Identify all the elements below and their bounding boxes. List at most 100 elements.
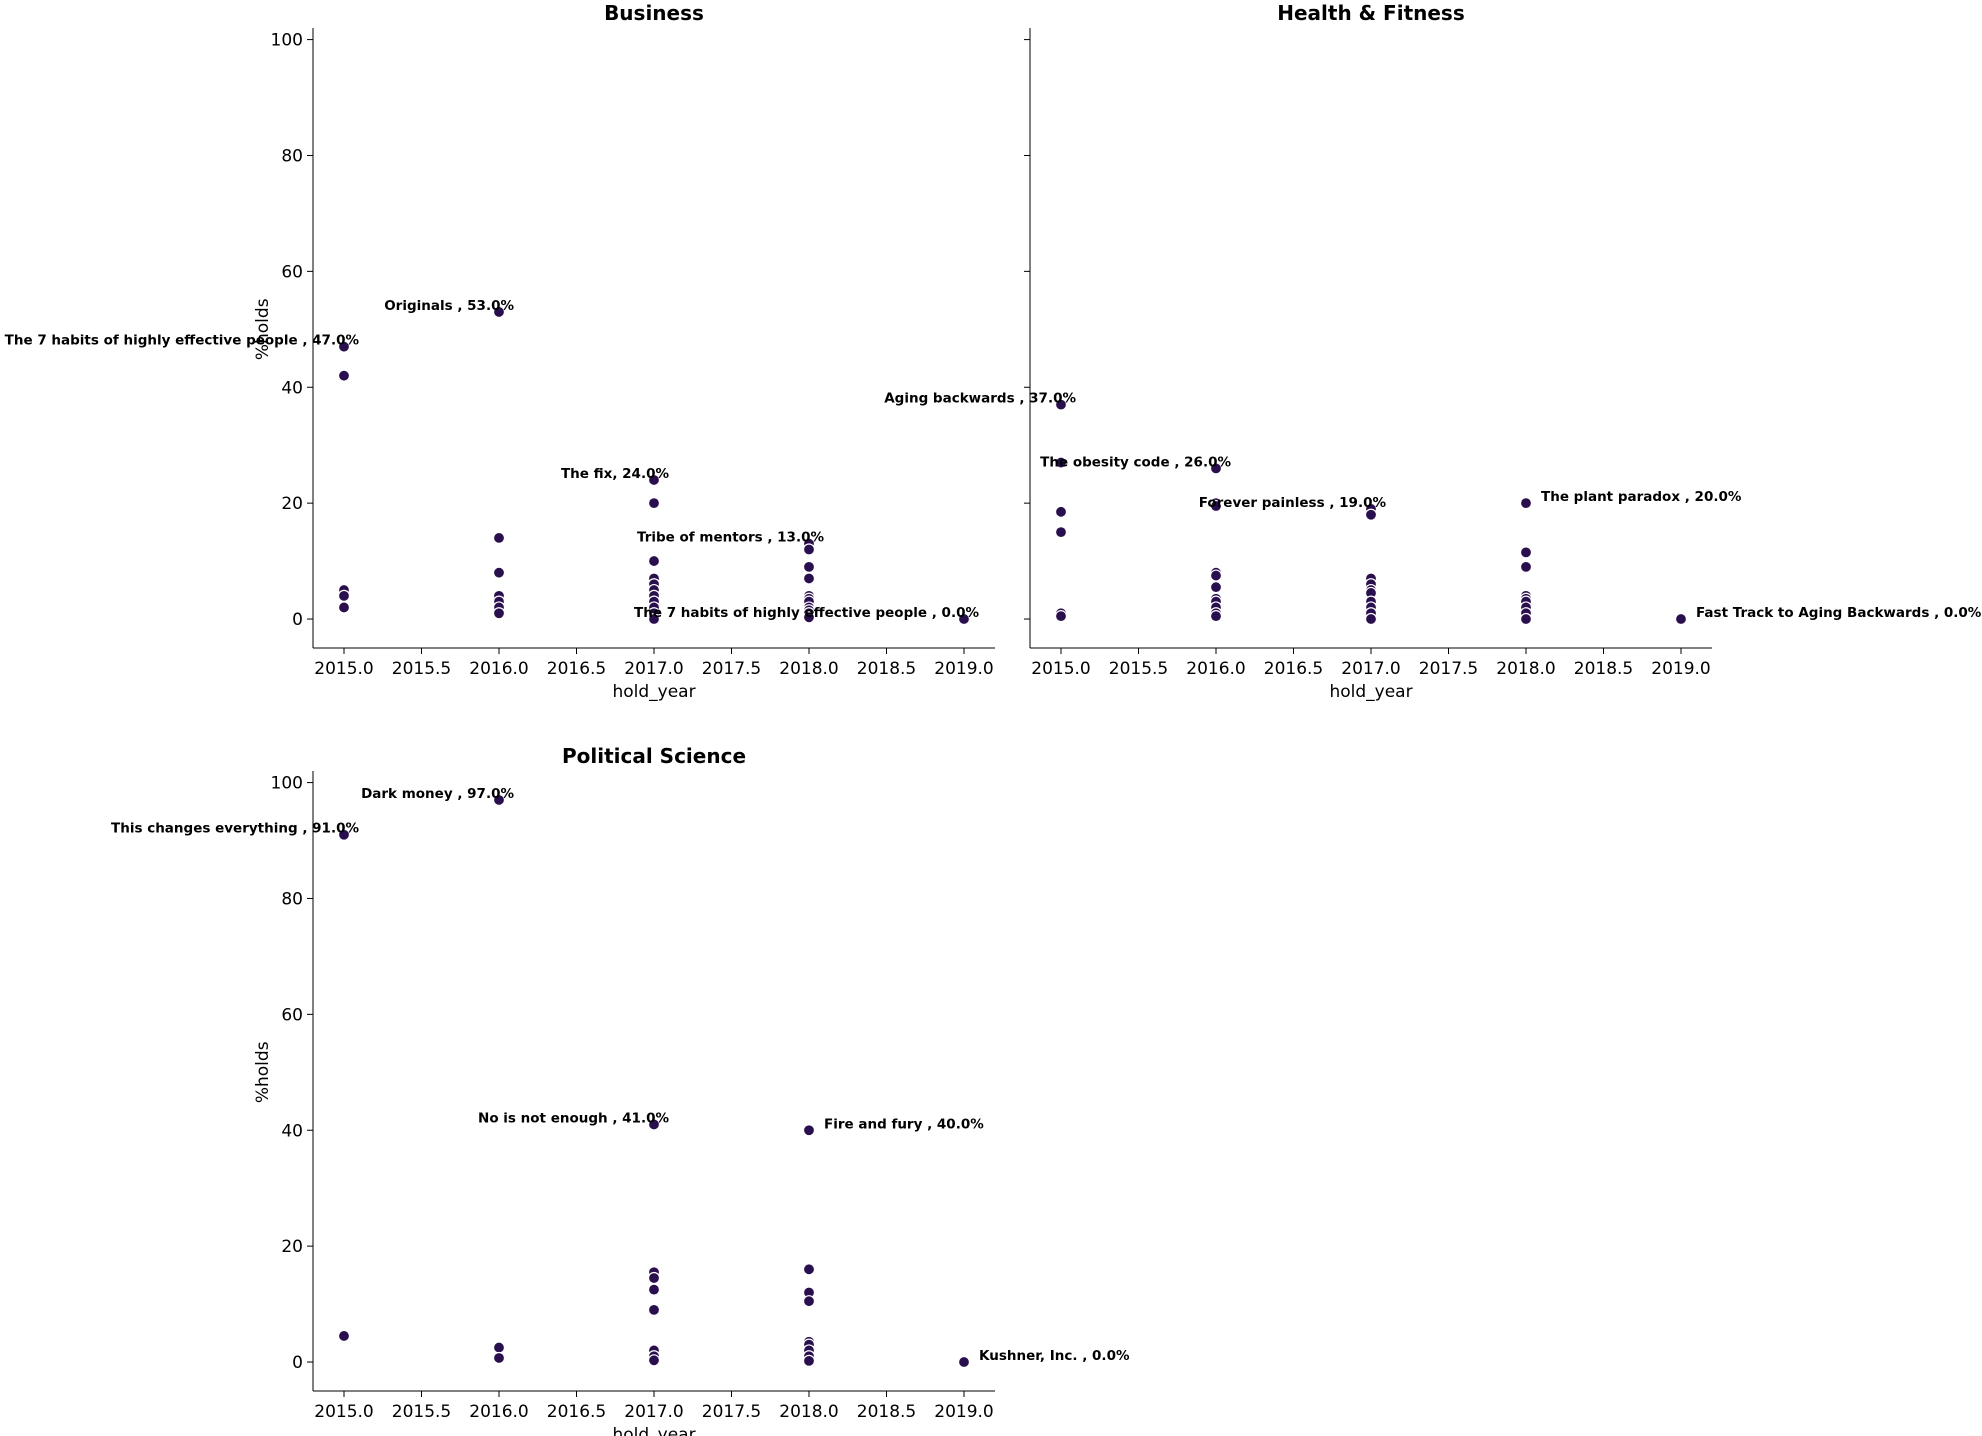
point-annotation: The 7 habits of highly effective people … <box>5 333 360 349</box>
point-annotation: This changes everything , 91.0% <box>111 821 359 837</box>
panel-business: Business 2015.0 2015.5 2016.0 2016.5 2017.0 20… <box>5 1 995 702</box>
scatter-point <box>492 1351 506 1365</box>
panel-political-science: Political Science 2015.0 2015.5 2016.0 2016.… <box>111 744 1130 1436</box>
scatter-point <box>1519 546 1533 559</box>
y-tick-label: 20 <box>281 1237 303 1257</box>
scatter-point <box>337 369 351 382</box>
scatter-point <box>802 560 816 573</box>
scatter-point <box>492 793 506 807</box>
scatter-point <box>1054 610 1068 623</box>
panel-title: Political Science <box>562 744 746 768</box>
scatter-point <box>1364 508 1378 521</box>
scatter-point <box>1209 462 1223 475</box>
y-tick-label: 100 <box>271 774 303 794</box>
scatter-point <box>1054 456 1068 469</box>
scatter-point <box>802 611 816 624</box>
x-tick-label: 2016.5 <box>547 659 606 679</box>
point-annotation: Aging backwards , 37.0% <box>884 391 1076 407</box>
y-tick-label: 0 <box>292 610 303 630</box>
x-tick-label: 2019.0 <box>934 659 993 679</box>
x-tick-label: 2017.0 <box>624 1402 683 1422</box>
x-tick-label: 2019.0 <box>934 1402 993 1422</box>
scatter-point <box>647 1283 661 1296</box>
x-tick-label: 2017.0 <box>1341 659 1400 679</box>
scatter-point <box>802 1263 816 1276</box>
x-tick-label: 2015.5 <box>1109 659 1168 679</box>
y-tick-label: 40 <box>281 1121 303 1141</box>
x-tick-label: 2018.0 <box>1496 659 1555 679</box>
scatter-point <box>1054 505 1068 518</box>
point-annotation: Forever painless , 19.0% <box>1199 495 1387 511</box>
x-tick-label: 2015.5 <box>392 659 451 679</box>
chart-panels: Business 2015.0 2015.5 2016.0 2016.5 2017.0 20… <box>5 1 1982 1436</box>
scatter-point <box>337 1329 351 1343</box>
scatter-point <box>957 612 971 626</box>
scatter-point <box>492 566 506 579</box>
y-tick-label: 40 <box>281 378 303 398</box>
x-tick-label: 2015.0 <box>314 1402 373 1422</box>
x-tick-label: 2018.5 <box>857 1402 916 1422</box>
scatter-point <box>337 340 351 353</box>
panel-title: Health & Fitness <box>1277 1 1465 25</box>
point-annotation: The fix, 24.0% <box>561 466 670 482</box>
scatter-point <box>802 543 816 556</box>
scatter-point <box>1519 497 1533 510</box>
x-tick-label: 2016.0 <box>1186 659 1245 679</box>
point-annotation: Tribe of mentors , 13.0% <box>637 530 824 546</box>
y-tick-label: 100 <box>271 31 303 51</box>
point-annotation: The 7 habits of highly effective people … <box>634 605 979 621</box>
scatter-point <box>337 601 351 614</box>
scatter-point <box>1209 569 1223 582</box>
scatter-point <box>647 612 661 626</box>
scatter-point <box>802 1354 816 1367</box>
scatter-point <box>1364 612 1378 626</box>
y-tick-label: 60 <box>281 262 303 282</box>
point-annotation: Fire and fury , 40.0% <box>824 1116 984 1132</box>
x-tick-label: 2018.0 <box>779 1402 838 1422</box>
x-tick-label: 2017.5 <box>1419 659 1478 679</box>
point-annotation: Kushner, Inc. , 0.0% <box>979 1348 1130 1364</box>
scatter-point <box>957 1355 971 1369</box>
panel-title: Business <box>604 1 704 25</box>
x-tick-label: 2017.5 <box>702 659 761 679</box>
scatter-point <box>802 572 816 585</box>
y-tick-label: 80 <box>281 889 303 909</box>
scatter-point <box>647 1303 661 1316</box>
point-annotation: Fast Track to Aging Backwards , 0.0% <box>1696 605 1982 621</box>
x-tick-label: 2018.5 <box>857 659 916 679</box>
x-tick-label: 2015.0 <box>314 659 373 679</box>
y-axis-label: %holds <box>253 1041 273 1103</box>
x-axis-label: hold_year <box>1329 682 1412 702</box>
y-tick-label: 20 <box>281 494 303 514</box>
scatter-point <box>492 531 506 545</box>
scatter-point <box>647 497 661 510</box>
x-tick-label: 2016.5 <box>1264 659 1323 679</box>
scatter-point <box>1519 560 1533 573</box>
x-tick-label: 2018.0 <box>779 659 838 679</box>
y-tick-label: 0 <box>292 1353 303 1373</box>
scatter-point <box>492 607 506 620</box>
scatter-point <box>802 1295 816 1308</box>
scatter-point <box>647 1354 661 1367</box>
scatter-point <box>492 305 506 319</box>
scatter-point <box>1054 398 1068 411</box>
scatter-point <box>1209 581 1223 594</box>
scatter-point <box>1519 612 1533 626</box>
scatter-point <box>337 589 351 602</box>
point-annotation: Dark money , 97.0% <box>361 786 514 802</box>
y-axis-label: %holds <box>253 298 273 360</box>
point-annotation: The obesity code , 26.0% <box>1040 454 1231 470</box>
scatter-point <box>647 473 661 487</box>
scatter-point <box>492 1341 506 1354</box>
x-tick-label: 2017.5 <box>702 1402 761 1422</box>
scatter-point <box>1054 526 1068 539</box>
scatter-point <box>1209 499 1223 513</box>
scatter-point <box>647 554 661 568</box>
y-tick-label: 80 <box>281 146 303 166</box>
scatter-point <box>802 1124 816 1137</box>
x-tick-label: 2015.0 <box>1031 659 1090 679</box>
x-tick-label: 2017.0 <box>624 659 683 679</box>
x-tick-label: 2018.5 <box>1574 659 1633 679</box>
x-tick-label: 2015.5 <box>392 1402 451 1422</box>
